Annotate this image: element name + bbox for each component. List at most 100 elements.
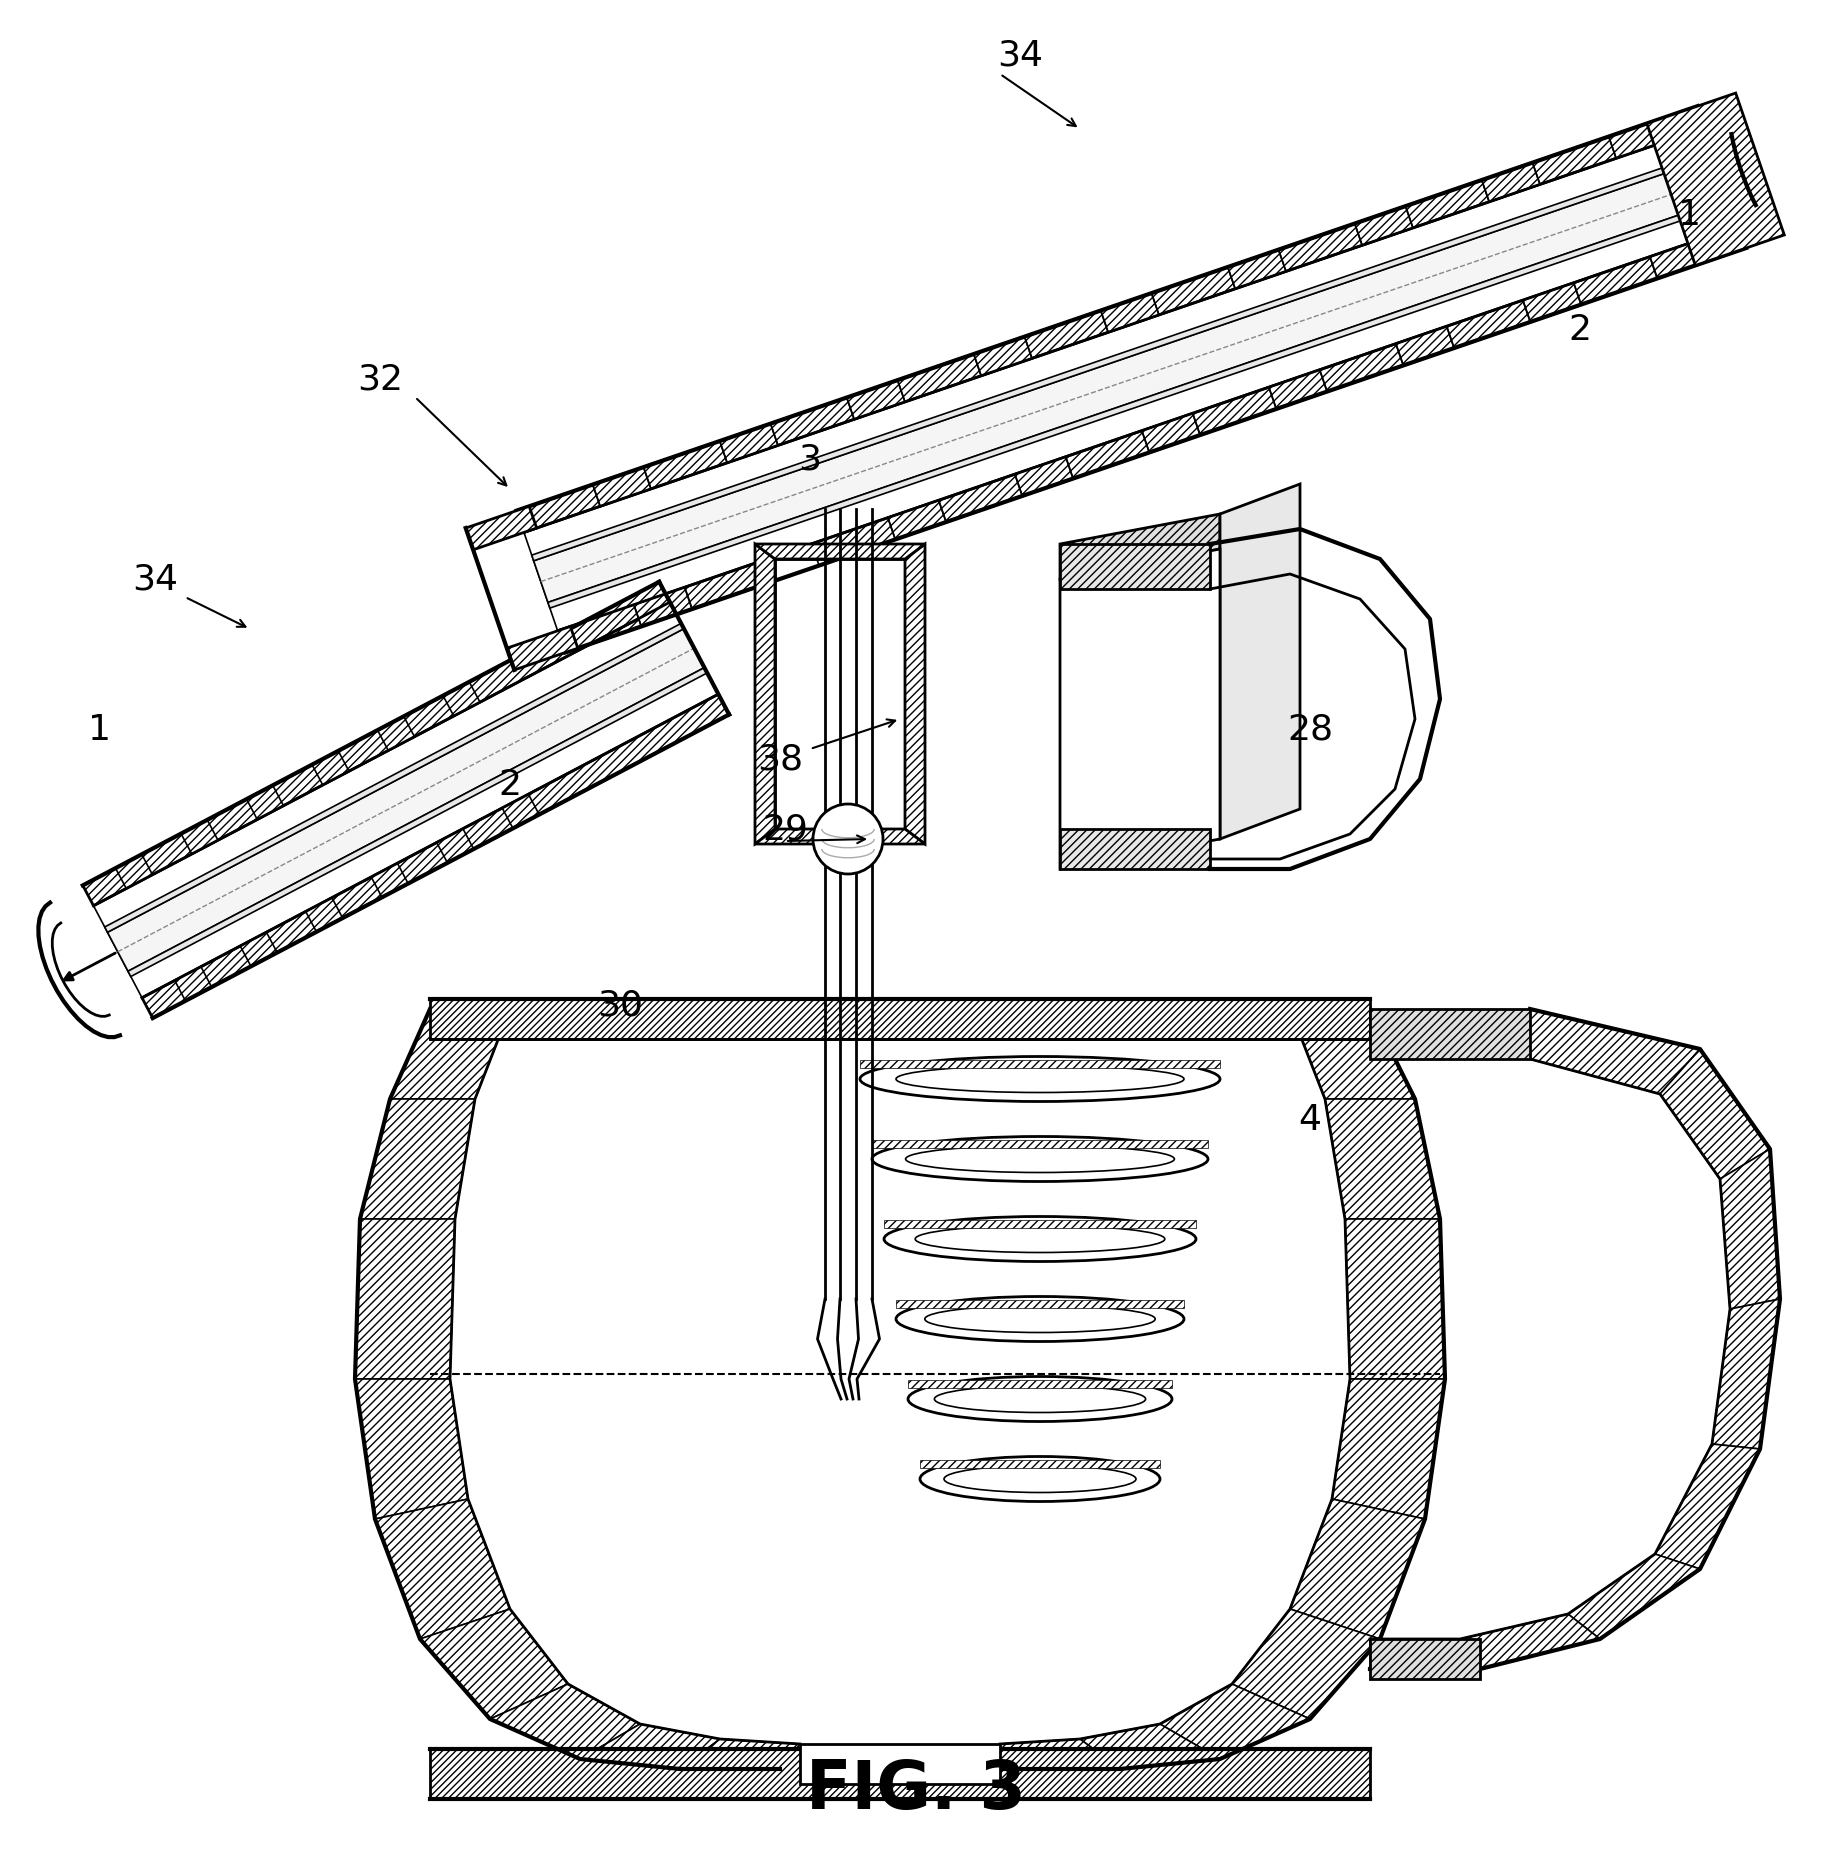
- Polygon shape: [1141, 414, 1200, 453]
- Text: 1: 1: [88, 712, 112, 747]
- Polygon shape: [1059, 550, 1220, 869]
- Polygon shape: [920, 1460, 1160, 1469]
- Polygon shape: [524, 129, 1739, 632]
- Polygon shape: [799, 1745, 1000, 1784]
- Polygon shape: [1369, 1638, 1478, 1668]
- Polygon shape: [1396, 326, 1453, 365]
- Polygon shape: [431, 999, 1369, 1040]
- Ellipse shape: [914, 1227, 1163, 1253]
- Polygon shape: [431, 1748, 1369, 1799]
- Polygon shape: [372, 863, 409, 898]
- Polygon shape: [1332, 1379, 1444, 1519]
- Ellipse shape: [920, 1458, 1160, 1502]
- Ellipse shape: [925, 1307, 1154, 1333]
- Polygon shape: [592, 468, 650, 507]
- Ellipse shape: [813, 805, 883, 874]
- Polygon shape: [1460, 1614, 1599, 1668]
- Polygon shape: [377, 718, 414, 751]
- Text: 34: 34: [132, 563, 178, 596]
- Text: 30: 30: [597, 988, 643, 1021]
- Polygon shape: [1000, 1739, 1119, 1769]
- Polygon shape: [247, 787, 284, 820]
- Polygon shape: [1231, 1609, 1379, 1719]
- Polygon shape: [1522, 283, 1581, 322]
- Polygon shape: [907, 1379, 1171, 1389]
- Polygon shape: [115, 856, 152, 889]
- Polygon shape: [1566, 1555, 1698, 1638]
- Polygon shape: [531, 151, 1713, 561]
- Polygon shape: [1369, 1010, 1530, 1059]
- Polygon shape: [376, 1499, 509, 1638]
- Polygon shape: [507, 626, 577, 671]
- Polygon shape: [1718, 1150, 1779, 1309]
- Polygon shape: [174, 967, 211, 1001]
- Polygon shape: [355, 1379, 467, 1519]
- Text: 29: 29: [762, 813, 808, 846]
- Polygon shape: [905, 544, 925, 844]
- Polygon shape: [1354, 207, 1412, 246]
- Polygon shape: [436, 829, 473, 863]
- Polygon shape: [1099, 295, 1158, 334]
- Polygon shape: [1268, 371, 1326, 410]
- Polygon shape: [896, 1301, 1183, 1309]
- Polygon shape: [1059, 514, 1220, 580]
- Polygon shape: [502, 794, 539, 829]
- Text: 3: 3: [799, 444, 821, 477]
- Polygon shape: [1059, 544, 1209, 589]
- Ellipse shape: [907, 1377, 1171, 1422]
- Polygon shape: [887, 501, 945, 541]
- Ellipse shape: [859, 1057, 1220, 1102]
- Polygon shape: [775, 559, 905, 829]
- Ellipse shape: [872, 1137, 1207, 1182]
- Text: 2: 2: [1568, 313, 1590, 347]
- Polygon shape: [846, 380, 905, 419]
- Polygon shape: [755, 544, 775, 844]
- Polygon shape: [82, 582, 669, 906]
- Polygon shape: [1369, 1638, 1478, 1679]
- Ellipse shape: [934, 1385, 1145, 1413]
- Polygon shape: [420, 1609, 568, 1719]
- Polygon shape: [465, 507, 537, 550]
- Polygon shape: [141, 695, 729, 1018]
- Polygon shape: [355, 1219, 454, 1379]
- Polygon shape: [1608, 119, 1665, 158]
- Text: 2: 2: [498, 768, 522, 802]
- Polygon shape: [1649, 240, 1707, 280]
- Text: 34: 34: [997, 37, 1042, 73]
- Polygon shape: [1290, 1499, 1423, 1638]
- Polygon shape: [680, 1739, 799, 1769]
- Polygon shape: [93, 602, 718, 999]
- Ellipse shape: [896, 1066, 1183, 1092]
- Polygon shape: [359, 1100, 474, 1219]
- Polygon shape: [1325, 1100, 1440, 1219]
- Ellipse shape: [943, 1465, 1136, 1493]
- Polygon shape: [390, 1010, 509, 1100]
- Text: FIG. 3: FIG. 3: [806, 1756, 1026, 1821]
- Polygon shape: [1220, 485, 1299, 839]
- Ellipse shape: [905, 1146, 1174, 1172]
- Polygon shape: [755, 544, 925, 559]
- Polygon shape: [973, 337, 1031, 377]
- Text: 1: 1: [1678, 198, 1700, 231]
- Text: 38: 38: [757, 742, 802, 777]
- Polygon shape: [1654, 1445, 1759, 1569]
- Polygon shape: [720, 425, 777, 464]
- Ellipse shape: [896, 1297, 1183, 1342]
- Polygon shape: [1345, 1219, 1444, 1379]
- Polygon shape: [517, 106, 1704, 533]
- Polygon shape: [1160, 1683, 1310, 1760]
- Polygon shape: [311, 751, 348, 785]
- Polygon shape: [1645, 93, 1783, 267]
- Polygon shape: [1480, 164, 1539, 203]
- Polygon shape: [859, 1061, 1220, 1068]
- Polygon shape: [240, 932, 277, 967]
- Polygon shape: [579, 1724, 720, 1769]
- Polygon shape: [1227, 250, 1286, 289]
- Polygon shape: [634, 587, 692, 626]
- Polygon shape: [872, 1141, 1207, 1148]
- Polygon shape: [128, 669, 707, 977]
- Polygon shape: [1059, 829, 1209, 869]
- Polygon shape: [1015, 457, 1072, 496]
- Polygon shape: [1660, 1049, 1770, 1180]
- Polygon shape: [1290, 1010, 1414, 1100]
